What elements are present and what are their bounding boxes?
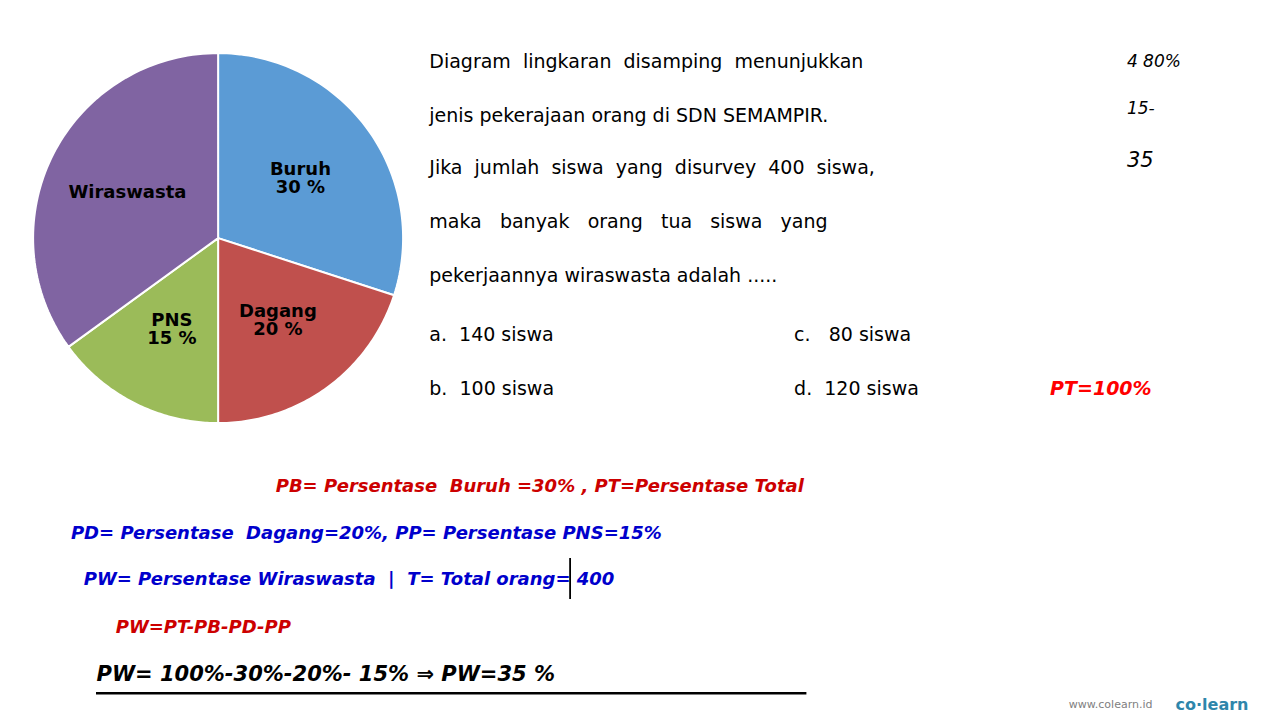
svg-text:PW=PT-PB-PD-PP: PW=PT-PB-PD-PP [116, 616, 291, 637]
svg-text:d. 120 siswa: d. 120 siswa [794, 377, 919, 399]
svg-text:4 80%: 4 80% [1127, 51, 1181, 71]
svg-text:Wiraswasta: Wiraswasta [68, 181, 186, 202]
svg-text:b. 100 siswa: b. 100 siswa [429, 377, 554, 399]
svg-text:PW= 100%-30%-20%- 15% ⇒ PW=35: PW= 100%-30%-20%- 15% ⇒ PW=35 % [97, 662, 556, 686]
svg-text:co·learn: co·learn [1176, 695, 1249, 714]
svg-text:Buruh30 %: Buruh30 % [270, 158, 331, 197]
svg-text:maka banyak orang tua: maka banyak orang tua siswa yang [429, 210, 827, 232]
svg-text:c. 80 siswa: c. 80 siswa [794, 323, 911, 345]
svg-text:PW= Persentase Wiraswasta |: PW= Persentase Wiraswasta | T= Total ora… [84, 568, 615, 589]
svg-text:PNS15 %: PNS15 % [147, 309, 196, 348]
svg-text:jenis pekerajaan orang di SDN: jenis pekerajaan orang di SDN SEMAMPIR. [428, 104, 828, 126]
svg-text:PB= Persentase Buruh =30% , P: PB= Persentase Buruh =30% , PT=Persentas… [276, 475, 805, 496]
svg-text:15-: 15- [1127, 98, 1155, 118]
svg-text:PD= Persentase Dagang=20%, PP: PD= Persentase Dagang=20%, PP= Persentas… [71, 522, 662, 543]
svg-text:www.colearn.id: www.colearn.id [1069, 698, 1153, 711]
svg-text:PT=100%: PT=100% [1050, 377, 1152, 399]
svg-text:Dagang20 %: Dagang20 % [239, 300, 317, 339]
svg-text:a. 140 siswa: a. 140 siswa [429, 323, 553, 345]
svg-text:35: 35 [1127, 148, 1154, 172]
svg-text:Diagram lingkaran disamping: Diagram lingkaran disamping menunjukkan [429, 50, 863, 72]
svg-text:Jika jumlah siswa yang dis: Jika jumlah siswa yang disurvey 400 sisw… [428, 156, 875, 178]
svg-text:pekerjaannya wiraswasta adalah: pekerjaannya wiraswasta adalah ..... [429, 264, 777, 286]
